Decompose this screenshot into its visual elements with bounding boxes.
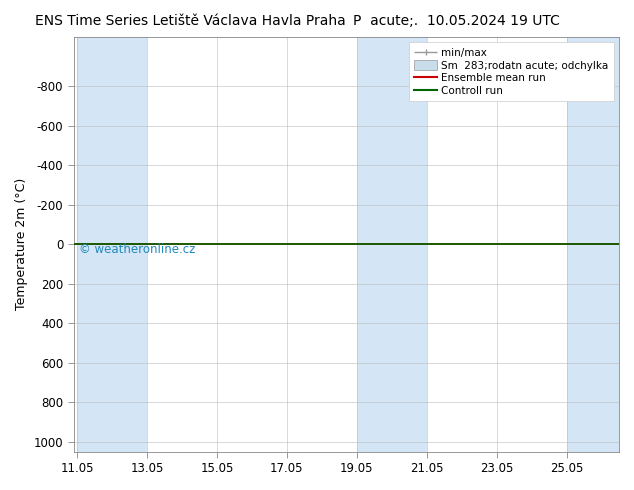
Bar [567, 37, 619, 452]
Legend: min/max, Sm  283;rodatn acute; odchylka, Ensemble mean run, Controll run: min/max, Sm 283;rodatn acute; odchylka, … [409, 42, 614, 101]
Text: © weatheronline.cz: © weatheronline.cz [79, 243, 195, 256]
Text: P  acute;.  10.05.2024 19 UTC: P acute;. 10.05.2024 19 UTC [353, 14, 560, 28]
Bar [112, 37, 147, 452]
Y-axis label: Temperature 2m (°C): Temperature 2m (°C) [15, 178, 28, 311]
Bar [77, 37, 112, 452]
Bar [357, 37, 392, 452]
Text: ENS Time Series Letiště Václava Havla Praha: ENS Time Series Letiště Václava Havla Pr… [35, 14, 346, 28]
Bar [392, 37, 427, 452]
